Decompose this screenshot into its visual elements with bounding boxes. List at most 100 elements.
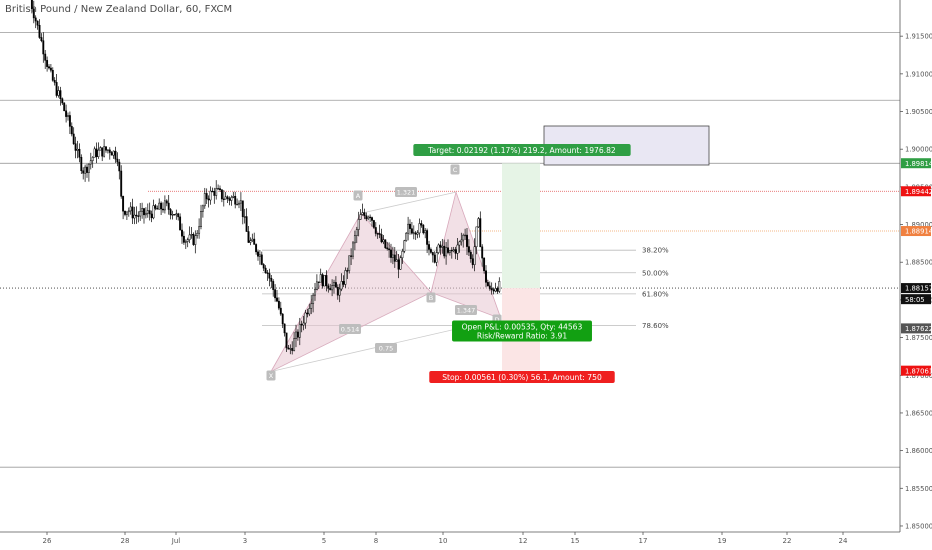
candle-body (291, 348, 294, 351)
candle-body (53, 80, 56, 83)
candle-body (333, 282, 335, 286)
candle-body (395, 259, 398, 262)
candle-body (279, 307, 282, 315)
candle-body (454, 249, 457, 254)
candle-body (401, 251, 404, 259)
candle-body (219, 188, 221, 190)
candle-body (473, 246, 476, 265)
candle-body (363, 212, 366, 216)
candle-body (86, 166, 88, 173)
candle-body (365, 215, 368, 220)
candle-body (171, 214, 174, 216)
candle-body (447, 247, 449, 253)
candle-body (146, 210, 149, 214)
candle-body (283, 323, 286, 334)
candle-body (477, 218, 480, 228)
candle-body (249, 240, 252, 243)
candle-body (418, 223, 421, 234)
candle-body (108, 149, 111, 153)
ratio-label: 1.321 (397, 189, 416, 197)
candle-body (458, 241, 461, 246)
bcd-triangle[interactable] (430, 190, 502, 320)
target-zone[interactable] (502, 163, 540, 289)
candle-body (289, 348, 292, 350)
candle-body (72, 133, 75, 144)
candle-body (131, 206, 134, 219)
candle-body (274, 289, 277, 299)
candle-body (456, 244, 459, 254)
price-tick-label: 1.88500 (905, 259, 932, 267)
price-label-bg (901, 186, 931, 197)
candle-body (272, 281, 275, 290)
candle-body (399, 257, 402, 270)
candle-body (308, 308, 311, 315)
candle-body (319, 274, 322, 283)
price-tick-label: 1.91500 (905, 33, 932, 41)
price-tick-label: 1.87000 (905, 372, 932, 380)
candle-body (386, 247, 389, 250)
candle-body (162, 208, 164, 211)
price-label: 58:05 (905, 296, 925, 304)
candle-body (344, 270, 347, 285)
candle-body (135, 214, 138, 217)
price-label-bg (901, 294, 931, 305)
candle-body (260, 254, 263, 265)
candle-body (114, 150, 117, 160)
candle-body (213, 191, 216, 196)
candle-body (122, 196, 125, 212)
candle-body (441, 245, 444, 248)
pnl-label: Risk/Reward Ratio: 3.91 (477, 332, 568, 341)
price-tick-label: 1.87500 (905, 334, 932, 342)
time-tick-label: 8 (374, 537, 378, 545)
candle-body (376, 233, 379, 235)
candle-body (367, 216, 370, 220)
candle-body (420, 223, 423, 226)
candle-body (95, 148, 98, 158)
ratio-label-bg (375, 343, 397, 353)
price-tick-label: 1.85500 (905, 485, 932, 493)
price-label: 1.88157 (905, 285, 932, 293)
price-label-bg (901, 158, 931, 169)
candle-body (101, 147, 104, 157)
candle-body (158, 202, 161, 210)
candle-body (414, 232, 417, 235)
price-label: 1.89442 (905, 188, 932, 196)
candle-body (184, 241, 187, 243)
candle-body (293, 338, 296, 351)
candle-body (262, 264, 265, 269)
candle-body (217, 188, 220, 190)
candle-body (30, 0, 33, 9)
candle-body (450, 249, 453, 252)
point-label-bg (426, 292, 436, 303)
candle-body (34, 17, 37, 22)
candle-body (372, 220, 375, 228)
candle-body (498, 281, 501, 292)
candle-body (374, 227, 377, 234)
candle-body (312, 294, 315, 305)
candle-body (380, 234, 383, 243)
fib-label: 78.60% (642, 322, 669, 330)
candle-body (110, 152, 113, 156)
price-tick-label: 1.90500 (905, 108, 932, 116)
candle-body (57, 90, 60, 96)
stop-label: Stop: 0.00561 (0.30%) 56.1, Amount: 750 (442, 373, 602, 382)
candle-body (32, 8, 35, 19)
candle-body (416, 232, 419, 235)
candle-body (369, 216, 372, 219)
time-tick-label: 10 (439, 537, 448, 545)
price-tick-label: 1.90000 (905, 146, 932, 154)
candle-body (266, 272, 269, 274)
candle-body (181, 229, 183, 237)
point-label-c: C (453, 166, 458, 174)
target-label: Target: 0.02192 (1.17%) 219.2, Amount: 1… (427, 146, 616, 155)
candle-body (61, 98, 64, 104)
ratio-label: 0.75 (379, 345, 393, 353)
candle-body (323, 275, 326, 287)
candle-body (234, 195, 237, 205)
candle-body (315, 281, 318, 290)
candle-body (475, 226, 478, 248)
stop-label-bg (429, 371, 615, 383)
candle-body (177, 213, 180, 218)
candle-body (175, 213, 178, 216)
